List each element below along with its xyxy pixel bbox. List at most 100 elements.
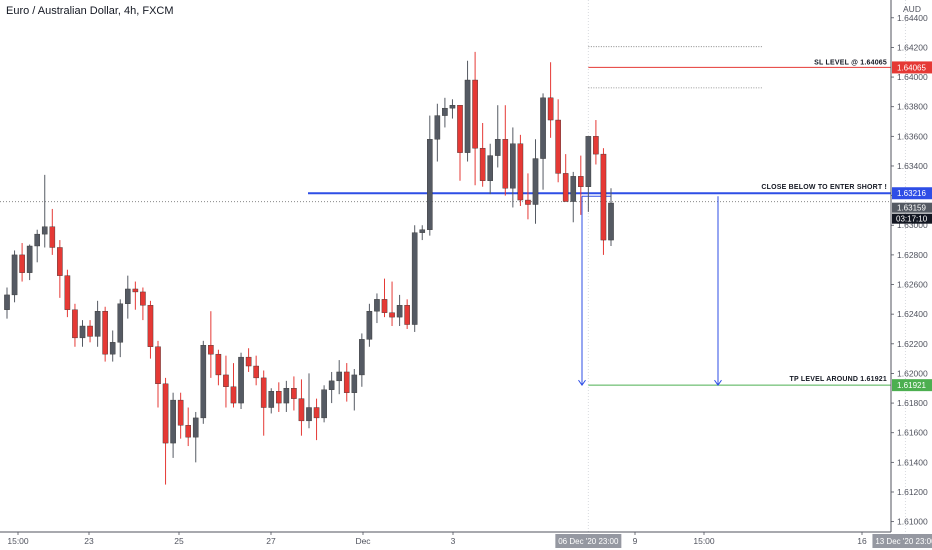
candle[interactable]: [494, 105, 501, 168]
candle[interactable]: [479, 122, 486, 187]
candle[interactable]: [306, 373, 312, 429]
candle[interactable]: [457, 105, 463, 181]
sl-price-badge: 1.64065: [892, 61, 932, 74]
y-tick-label: 1.61400: [897, 457, 928, 467]
tp-level-label: TP LEVEL AROUND 1.61921: [790, 376, 887, 383]
candle[interactable]: [26, 244, 33, 281]
time-axis[interactable]: 15:00 23 25 27 Dec 3 9 15:00 16 06 Dec '20 23:00 1…: [0, 531, 932, 548]
candle[interactable]: [4, 287, 10, 319]
candle[interactable]: [124, 275, 131, 319]
y-tick-label: 1.61200: [897, 487, 928, 497]
candle[interactable]: [540, 93, 546, 190]
candle[interactable]: [389, 281, 395, 327]
candle[interactable]: [291, 376, 297, 411]
candle[interactable]: [117, 299, 124, 358]
candle[interactable]: [570, 171, 577, 223]
candle[interactable]: [343, 363, 350, 402]
candle[interactable]: [41, 174, 48, 248]
candle[interactable]: [532, 139, 539, 224]
candle[interactable]: [192, 411, 199, 463]
candle[interactable]: [72, 303, 78, 347]
candle[interactable]: [321, 385, 327, 423]
candle[interactable]: [374, 293, 380, 324]
candle[interactable]: [502, 105, 509, 196]
candle[interactable]: [555, 99, 561, 183]
candle[interactable]: [442, 97, 448, 128]
candle[interactable]: [547, 62, 554, 138]
candle[interactable]: [472, 51, 478, 186]
candle[interactable]: [140, 287, 146, 321]
tp-price-badge: 1.61921: [892, 379, 932, 392]
candle[interactable]: [434, 103, 441, 162]
candle[interactable]: [19, 243, 25, 282]
candle[interactable]: [185, 407, 192, 447]
candle[interactable]: [276, 382, 282, 412]
candle[interactable]: [487, 143, 494, 195]
candle[interactable]: [253, 355, 259, 386]
candle[interactable]: [268, 388, 275, 414]
x-tick-label: 23: [84, 536, 94, 546]
candle[interactable]: [109, 330, 116, 362]
candle[interactable]: [230, 363, 237, 408]
candle[interactable]: [245, 348, 252, 372]
candle[interactable]: [260, 370, 267, 436]
candle[interactable]: [411, 225, 418, 332]
candle[interactable]: [170, 392, 176, 458]
candle[interactable]: [578, 155, 584, 215]
candle[interactable]: [336, 360, 343, 395]
candle[interactable]: [525, 173, 531, 220]
candle[interactable]: [223, 355, 229, 408]
candle[interactable]: [351, 368, 358, 411]
candle[interactable]: [427, 115, 433, 236]
candle[interactable]: [87, 320, 93, 343]
y-tick-label: 1.63400: [897, 161, 928, 171]
candle[interactable]: [517, 134, 524, 206]
candle[interactable]: [313, 398, 320, 441]
y-tick-label: 1.62000: [897, 368, 928, 378]
candle[interactable]: [49, 208, 56, 255]
candles: [4, 51, 614, 485]
candle[interactable]: [57, 240, 63, 298]
x-tick-label: 25: [174, 536, 184, 546]
candle[interactable]: [215, 349, 222, 386]
candle[interactable]: [94, 300, 101, 347]
x-tick-label: 15:00: [693, 536, 715, 546]
candle[interactable]: [64, 269, 71, 318]
candle[interactable]: [238, 352, 244, 410]
candle[interactable]: [79, 320, 86, 347]
candle[interactable]: [404, 299, 410, 329]
candle[interactable]: [283, 380, 290, 412]
candle[interactable]: [132, 281, 139, 310]
candle[interactable]: [593, 120, 599, 165]
candle[interactable]: [200, 340, 207, 424]
candle[interactable]: [162, 377, 169, 485]
candle[interactable]: [608, 188, 614, 246]
candle[interactable]: [600, 148, 607, 255]
candle[interactable]: [177, 392, 184, 439]
candle[interactable]: [147, 300, 154, 359]
candle[interactable]: [510, 127, 516, 208]
x-tick-label: 27: [266, 536, 276, 546]
candle[interactable]: [328, 371, 335, 404]
candle[interactable]: [396, 294, 403, 327]
candle[interactable]: [208, 311, 214, 378]
candle[interactable]: [366, 303, 373, 347]
candle[interactable]: [585, 136, 592, 212]
candle[interactable]: [419, 225, 426, 241]
candle[interactable]: [34, 229, 40, 263]
candle[interactable]: [464, 60, 471, 162]
svg-text:06 Dec '20 23:00: 06 Dec '20 23:00: [558, 537, 619, 546]
candle[interactable]: [102, 306, 108, 362]
y-tick-label: 1.62200: [897, 339, 928, 349]
short-arrow-2[interactable]: [714, 196, 722, 387]
candle[interactable]: [359, 333, 365, 387]
candle[interactable]: [11, 250, 18, 303]
candle[interactable]: [381, 278, 388, 318]
candle[interactable]: [155, 340, 161, 408]
y-tick-label: 1.61000: [897, 517, 928, 527]
candle[interactable]: [562, 154, 569, 202]
candle[interactable]: [449, 99, 456, 119]
candle[interactable]: [298, 379, 305, 436]
